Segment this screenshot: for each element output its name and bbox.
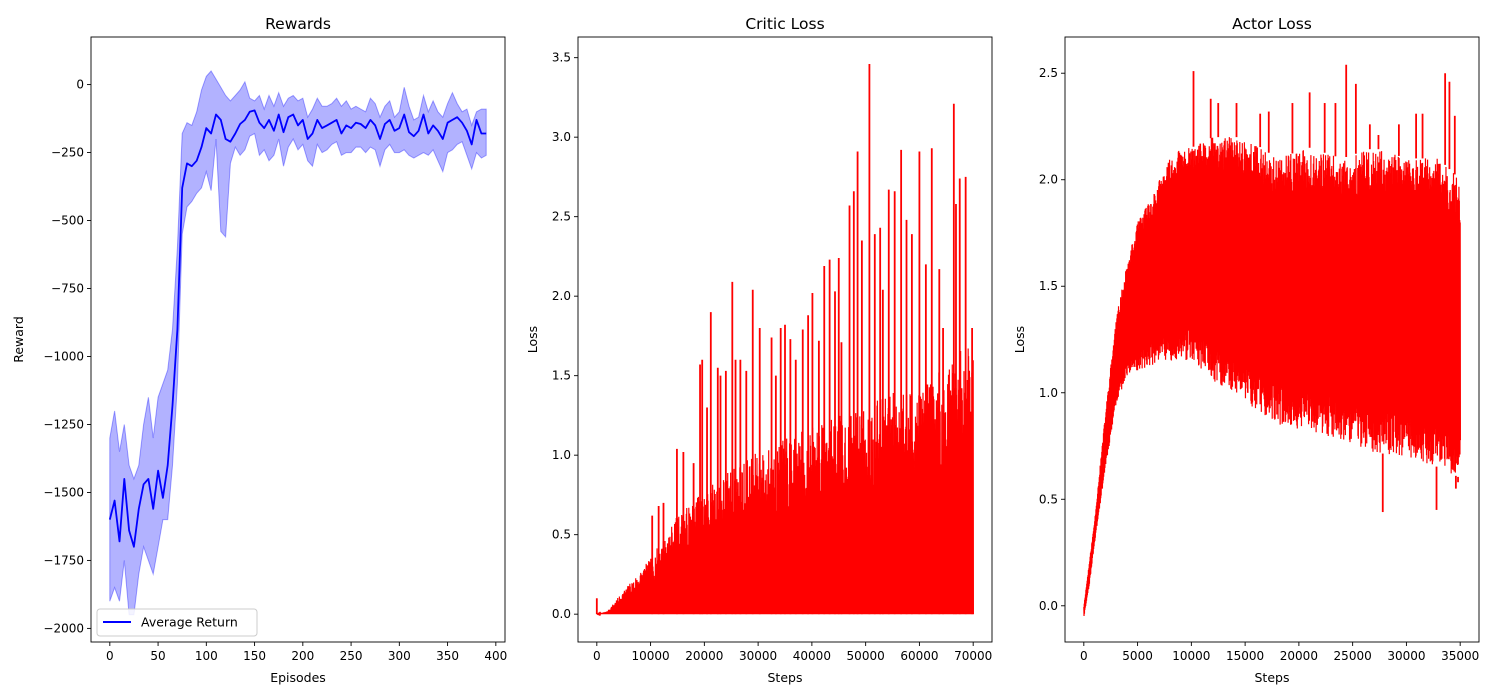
y-tick-label: 2.5 [552,210,571,224]
x-tick-label: 400 [484,649,507,663]
rewards-panel: 0 50 100 150 200 250 300 350 400 0 −250 −500 −750 −10… [11,15,507,685]
actor-loss-trace [1083,137,1461,617]
y-axis: 0 −250 −500 −750 −1000 −1250 −1500 −1750 −2000 [43,78,91,635]
y-tick-label: −750 [51,282,84,296]
y-tick-label: −1500 [43,485,84,499]
axes-frame [577,36,993,643]
x-tick-label: 30000 [1387,649,1425,663]
x-tick-label: 150 [243,649,266,663]
actor-loss-panel: 0 5000 10000 15000 20000 25000 30000 350000.00.… [1012,15,1480,685]
y-tick-label: 1.0 [552,448,571,462]
x-tick-label: 200 [291,649,314,663]
y-tick-label: −1750 [43,553,84,567]
x-tick-label: 250 [340,649,363,663]
y-tick-label: 0.0 [1039,599,1058,613]
chart-title: Actor Loss [1232,15,1312,33]
plot-area [1083,64,1461,617]
y-tick-label: 0.0 [552,607,571,621]
y-axis: 0.0 0.5 1.0 1.5 2.0 2.5 3.0 3.5 [552,51,578,621]
critic-loss-panel: 0 10000 20000 30000 40000 50000 60000 700000.00… [525,15,993,685]
critic-loss-trace [596,348,974,617]
x-tick-label: 10000 [631,649,669,663]
x-tick-label: 0 [106,649,114,663]
x-tick-label: 10000 [1172,649,1210,663]
actor-loss-spikes [1192,64,1459,513]
x-tick-label: 35000 [1441,649,1479,663]
x-tick-label: 30000 [739,649,777,663]
plot-area [108,70,487,616]
x-tick-label: 60000 [900,649,938,663]
x-axis-label: Episodes [270,670,326,685]
x-tick-label: 25000 [1334,649,1372,663]
y-tick-label: −2000 [43,621,84,635]
chart-title: Critic Loss [745,15,824,33]
y-tick-label: 2.0 [1039,173,1058,187]
y-tick-label: −1250 [43,417,84,431]
x-tick-label: 100 [195,649,218,663]
y-axis-label: Reward [11,316,26,363]
x-axis: 0 10000 20000 30000 40000 50000 60000 70000 [593,642,992,663]
legend-box [96,608,258,637]
y-axis-label: Loss [525,326,540,353]
y-tick-label: −1000 [43,349,84,363]
y-axis-label: Loss [1012,326,1027,353]
chart-title: Rewards [265,15,331,33]
x-tick-label: 0 [593,649,601,663]
axes-frame [1064,36,1480,643]
critic-loss-spikes [595,64,974,615]
y-tick-label: −500 [51,214,84,228]
x-tick-label: 70000 [954,649,992,663]
x-tick-label: 15000 [1226,649,1264,663]
axes-frame [90,36,506,643]
x-tick-label: 20000 [685,649,723,663]
y-tick-label: 0 [76,78,84,92]
x-tick-label: 5000 [1122,649,1153,663]
x-tick-label: 50000 [847,649,885,663]
y-tick-label: 0.5 [1039,492,1058,506]
x-tick-label: 350 [436,649,459,663]
x-axis-label: Steps [1255,670,1290,685]
y-tick-label: 3.0 [552,130,571,144]
y-axis: 0.0 0.5 1.0 1.5 2.0 2.5 [1039,66,1065,613]
x-tick-label: 50 [150,649,165,663]
x-tick-label: 0 [1080,649,1088,663]
y-tick-label: 3.5 [552,51,571,65]
average-return-line [108,109,487,548]
reward-std-band [109,70,487,616]
x-tick-label: 40000 [793,649,831,663]
y-tick-label: 0.5 [552,528,571,542]
x-axis: 0 50 100 150 200 250 300 350 400 [106,642,507,663]
y-tick-label: 2.5 [1039,66,1058,80]
y-tick-label: 1.5 [1039,279,1058,293]
x-axis: 0 5000 10000 15000 20000 25000 30000 35000 [1080,642,1479,663]
legend-entry: Average Return [141,615,238,630]
legend: Average Return [96,608,258,637]
y-tick-label: −250 [51,146,84,160]
x-axis-label: Steps [768,670,803,685]
y-tick-label: 1.0 [1039,386,1058,400]
x-tick-label: 300 [388,649,411,663]
x-tick-label: 20000 [1280,649,1318,663]
plot-area [595,64,974,617]
y-tick-label: 1.5 [552,369,571,383]
y-tick-label: 2.0 [552,289,571,303]
